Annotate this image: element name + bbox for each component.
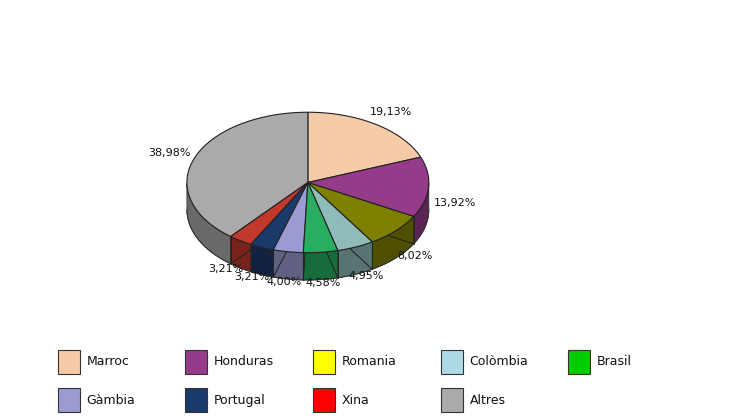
Text: Gàmbia: Gàmbia [86,394,135,407]
Bar [313,350,335,374]
Text: 19,13%: 19,13% [370,107,413,117]
Text: 4,58%: 4,58% [306,278,341,288]
Polygon shape [303,250,338,280]
Polygon shape [308,112,421,182]
Text: 4,00%: 4,00% [266,277,302,287]
Text: Altres: Altres [470,394,506,407]
Bar [58,388,80,412]
Polygon shape [274,250,303,280]
Polygon shape [308,157,429,216]
Polygon shape [274,182,308,253]
Bar [440,350,463,374]
Polygon shape [187,183,231,264]
Polygon shape [251,182,308,250]
Text: Romania: Romania [342,355,397,368]
Text: 3,21%: 3,21% [234,272,269,282]
Text: 3,21%: 3,21% [208,264,243,273]
Polygon shape [338,242,372,278]
Polygon shape [231,182,308,244]
Text: Marroc: Marroc [86,355,130,368]
Polygon shape [372,216,414,269]
Text: 13,92%: 13,92% [434,198,476,208]
Text: 4,95%: 4,95% [349,271,384,281]
Text: Immigració per nacionalitats: Immigració per nacionalitats [11,10,349,32]
Polygon shape [251,244,274,277]
Text: 8,02%: 8,02% [398,252,433,261]
Text: Portugal: Portugal [214,394,266,407]
Polygon shape [231,236,251,272]
Polygon shape [187,112,308,236]
Bar [313,388,335,412]
Bar [185,350,207,374]
Polygon shape [308,182,414,242]
Text: Brasil: Brasil [597,355,632,368]
Bar [568,350,590,374]
Bar [185,388,207,412]
Text: 38,98%: 38,98% [148,148,190,158]
Text: Xina: Xina [342,394,370,407]
Text: Colòmbia: Colòmbia [470,355,528,368]
Bar [440,388,463,412]
Bar [58,350,80,374]
Text: Honduras: Honduras [214,355,274,368]
Polygon shape [308,182,372,250]
Polygon shape [414,183,429,244]
Polygon shape [303,182,338,253]
